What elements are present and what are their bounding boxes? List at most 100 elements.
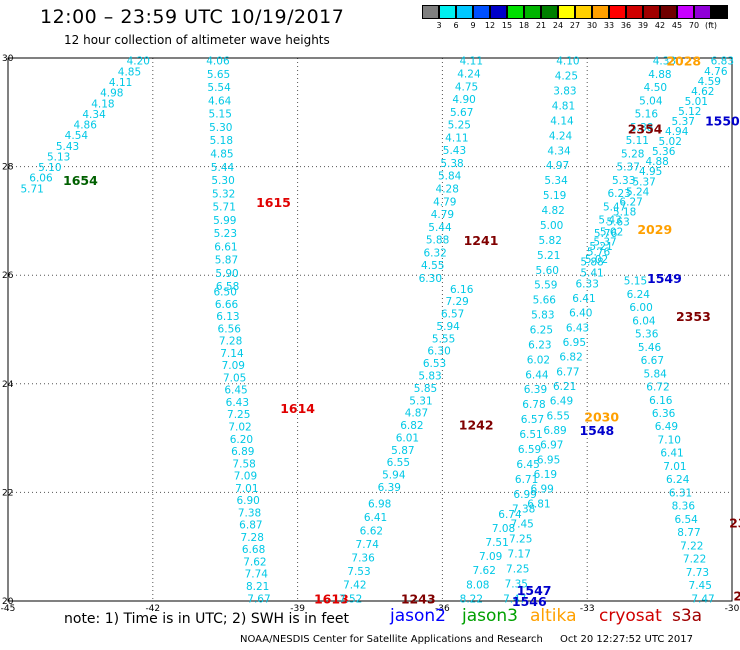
swh-value: 6.90 <box>236 495 259 507</box>
swh-value: 6.61 <box>214 241 237 253</box>
swh-value: 6.95 <box>537 454 560 466</box>
color-swatch <box>473 5 490 19</box>
swh-value: 7.08 <box>492 523 515 535</box>
swh-value: 7.14 <box>220 348 244 360</box>
swh-value: 5.65 <box>207 69 230 81</box>
footer-credit: NOAA/NESDIS Center for Satellite Applica… <box>240 634 693 645</box>
swh-value: 5.15 <box>624 276 647 288</box>
swh-value: 7.25 <box>506 563 529 575</box>
swh-value: 7.58 <box>232 458 255 470</box>
pass-time-label: 1613 <box>314 591 349 606</box>
swh-value: 6.32 <box>423 247 446 259</box>
swh-value: 5.85 <box>414 383 437 395</box>
swh-value: 6.53 <box>423 358 446 370</box>
swh-value: 4.24 <box>549 130 573 142</box>
swh-value: 6.27 <box>619 196 642 208</box>
swh-value: 4.90 <box>452 94 475 106</box>
swh-value: 5.82 <box>539 235 562 247</box>
swh-value: 5.44 <box>428 222 452 234</box>
swh-value: 4.59 <box>698 76 721 88</box>
swh-value: 5.28 <box>621 148 644 160</box>
pass-time-label: 2353 <box>676 309 711 324</box>
swh-value: 4.11 <box>445 132 468 144</box>
swh-value: 5.18 <box>613 206 636 218</box>
swh-value: 7.53 <box>347 566 370 578</box>
timestamp-text: Oct 20 12:27:52 UTC 2017 <box>560 634 693 645</box>
pass-time-label: 1549 <box>647 271 682 286</box>
swh-value: 5.37 <box>593 237 616 249</box>
swh-value: 6.55 <box>387 457 410 469</box>
color-scale-label: 42 <box>654 21 666 30</box>
swh-value: 7.62 <box>473 565 496 577</box>
swh-value: 5.94 <box>382 470 406 482</box>
swh-value: 6.56 <box>218 323 242 335</box>
swh-value: 5.30 <box>211 175 234 187</box>
swh-value: 7.38 <box>512 504 535 516</box>
swh-value: 5.37 <box>617 162 640 174</box>
swh-value: 5.33 <box>612 175 635 187</box>
swh-value: 7.09 <box>222 360 245 372</box>
swh-value: 7.74 <box>245 569 269 581</box>
swh-value: 4.88 <box>648 69 671 81</box>
swh-value: 5.55 <box>432 333 455 345</box>
swh-value: 5.30 <box>209 122 232 134</box>
color-swatch <box>626 5 643 19</box>
swh-value: 6.72 <box>646 382 669 394</box>
color-scale-label: 6 <box>453 21 459 30</box>
swh-value: 7.52 <box>339 593 362 605</box>
swh-value: 6.30 <box>427 346 450 358</box>
swh-value: 5.59 <box>534 280 557 292</box>
swh-value: 6.31 <box>669 487 692 499</box>
swh-value: 7.35 <box>505 578 528 590</box>
swh-value: 4.86 <box>74 120 98 132</box>
swh-value: 6.99 <box>513 489 536 501</box>
swh-value: 6.50 <box>214 286 237 298</box>
pass-time-label: 2029 <box>637 222 672 237</box>
satellite-legend-item: altika <box>530 606 577 626</box>
swh-value: 5.63 <box>606 216 629 228</box>
swh-value: 6.77 <box>556 366 579 378</box>
chart-title: 12:00 – 23:59 UTC 10/19/2017 <box>40 6 345 28</box>
color-swatch <box>558 5 575 19</box>
swh-value: 5.76 <box>594 228 618 240</box>
color-swatch <box>456 5 473 19</box>
color-swatch <box>694 5 711 19</box>
color-swatch <box>609 5 626 19</box>
swh-value: 4.94 <box>665 126 689 138</box>
swh-value: 6.55 <box>547 410 570 422</box>
swh-value: 5.71 <box>20 183 43 195</box>
swh-value: 4.97 <box>546 160 569 172</box>
swh-value: 6.02 <box>527 354 550 366</box>
credit-text: NOAA/NESDIS Center for Satellite Applica… <box>240 634 543 645</box>
swh-value: 6.41 <box>572 293 595 305</box>
satellite-legend-item: cryosat <box>599 606 662 626</box>
swh-value: 5.32 <box>212 188 235 200</box>
swh-value: 6.58 <box>216 281 239 293</box>
swh-value: 4.54 <box>65 130 89 142</box>
swh-value: 6.36 <box>652 408 676 420</box>
x-tick-label: -33 <box>580 604 595 614</box>
footer-note: note: 1) Time is in UTC; 2) SWH is in fe… <box>64 611 350 627</box>
swh-value: 5.43 <box>56 141 79 153</box>
swh-value: 5.11 <box>626 135 649 147</box>
swh-value: 4.85 <box>210 149 233 161</box>
swh-value: 5.18 <box>210 135 233 147</box>
swh-value: 5.02 <box>659 136 682 148</box>
swh-value: 5.00 <box>540 220 563 232</box>
swh-value: 5.88 <box>426 235 449 247</box>
swh-value: 7.28 <box>219 336 242 348</box>
swh-value: 6.23 <box>528 339 551 351</box>
swh-value: 6.16 <box>649 395 673 407</box>
swh-value: 4.34 <box>82 109 106 121</box>
swh-value: 4.79 <box>431 209 454 221</box>
satellite-legend-item: s3a <box>672 606 703 626</box>
swh-value: 5.13 <box>47 151 70 163</box>
swh-value: 6.23 <box>607 188 630 200</box>
swh-value: 4.88 <box>645 156 668 168</box>
color-scale-label: 9 <box>470 21 476 30</box>
swh-value: 6.59 <box>518 444 541 456</box>
swh-value: 6.49 <box>550 396 573 408</box>
swh-value: 7.29 <box>445 296 468 308</box>
swh-value: 4.18 <box>91 98 114 110</box>
swh-value: 5.60 <box>536 265 559 277</box>
